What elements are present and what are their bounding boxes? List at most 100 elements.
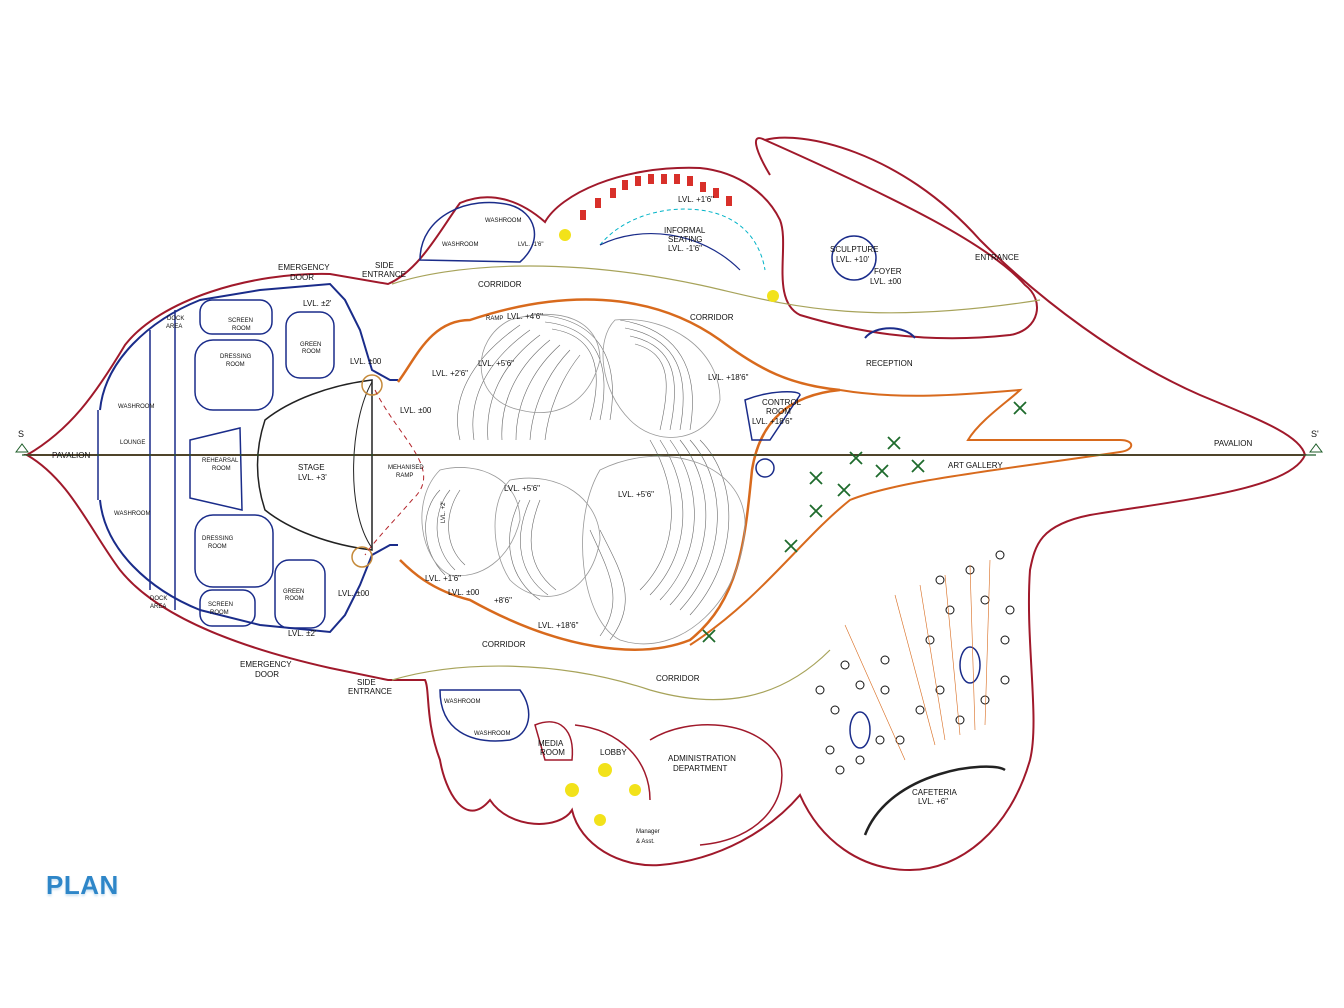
label-side-entrance-bottom: SIDE [357,678,376,687]
rehearsal-room [189,427,243,511]
label-art-gallery: ART GALLERY [948,461,1003,470]
corridor-line-top [391,265,1041,314]
cafeteria-ellipse-1 [849,711,871,749]
outer-envelope-right-top [764,136,1306,456]
label-emergency-door-top-2: DOOR [290,273,314,282]
seating-tiers [425,314,730,641]
auditorium-outer-wall [689,388,1133,646]
label-media-room: MEDIA [538,739,564,748]
label-dressing-room-bottom: DRESSING [202,536,234,542]
reception-desk [864,327,916,339]
label-foyer: FOYER [874,267,902,276]
label-washroom-top-1: WASHROOM [485,218,521,224]
label-green-room-bottom: GREEN [283,589,304,595]
label-washroom-left-bottom: WASHROOM [114,511,150,517]
stage-front-curve [353,381,373,549]
label-lobby: LOBBY [600,748,627,757]
label-admin-2: DEPARTMENT [673,764,727,773]
label-dressing-room-top-2: ROOM [226,362,245,368]
label-lvl-5-6-right: LVL. +5'6" [618,490,654,499]
label-manager: Manager [636,829,660,835]
label-side-entrance-bottom-2: ENTRANCE [348,687,392,696]
label-dock-area-bottom-2: AREA [150,604,166,610]
label-dock-area-top: DOCK [167,316,184,322]
label-reception: RECEPTION [866,359,913,368]
label-stage-lvl: LVL. +3' [298,473,327,482]
label-lvl-00-bottom: LVL. ±00 [338,589,370,598]
section-mark-left [15,443,29,453]
control-room [744,390,801,441]
label-entrance: ENTRANCE [975,253,1019,262]
admin-boundary [649,724,783,846]
label-washroom-left-top: WASHROOM [118,404,154,410]
label-ramp: RAMP [486,316,503,322]
plan-title: PLAN [46,870,119,900]
label-corridor-bottom-right: CORRIDOR [656,674,700,683]
label-screen-room-top: SCREEN [228,318,253,324]
label-lvl-00-low: LVL. ±00 [448,588,480,597]
informal-seating-arc [599,232,741,271]
stage-column-top [361,374,383,396]
outer-envelope-right-bottom [23,454,1307,872]
label-lvl-5-6-upper: LVL. +5'6" [478,359,514,368]
label-lvl-plus2-bottom: LVL. ±2' [288,629,317,638]
label-informal-lvl: LVL. -1'6" [668,244,702,253]
label-rehearsal-room-2: ROOM [212,466,231,472]
green-room-top [285,311,335,379]
label-control-room-lvl: LVL. +18'6" [752,417,793,426]
corridor-line-bottom [391,649,831,701]
label-washroom-bottom-1: WASHROOM [444,699,480,705]
label-screen-room-bottom-2: ROOM [210,610,229,616]
label-lvl-1-6-top: LVL. +1'6" [678,195,714,204]
label-emergency-door-bottom: EMERGENCY [240,660,292,669]
yellow-accents-bottom [565,763,641,826]
outer-envelope-left [26,137,1038,456]
cafeteria-radial-lines [844,559,991,761]
green-room-bottom [274,559,326,629]
label-side-entrance-top-2: ENTRANCE [362,270,406,279]
label-stage: STAGE [298,463,325,472]
lobby-boundary [574,724,651,801]
backstage-wall [99,282,398,634]
label-sculpture: SCULPTURE [830,245,878,254]
label-screen-room-top-2: ROOM [232,326,251,332]
label-emergency-door-top: EMERGENCY [278,263,330,272]
cafeteria-counter [863,765,1006,836]
label-corridor-top-right: CORRIDOR [690,313,734,322]
section-label-right: S' [1311,429,1319,439]
backstage-inner [97,310,176,610]
label-green-room-bottom-2: ROOM [285,596,304,602]
label-lvl-plus2-top: LVL. ±2' [303,299,332,308]
label-washroom-top-2: WASHROOM [442,242,478,248]
seating-blocks [421,313,746,645]
label-rehearsal-room: REHEARSAL [202,458,239,464]
label-green-room-top-2: ROOM [302,349,321,355]
section-mark-right [1309,443,1323,453]
section-label-left: S [18,429,24,439]
dressing-room-top [194,339,274,411]
label-pavalion-right: PAVALION [1214,439,1252,448]
dressing-room-bottom [194,514,274,588]
label-lvl-1-6-small: LVL. -1'6" [518,242,544,248]
label-dock-area-top-2: AREA [166,324,182,330]
washroom-top-block [419,201,536,263]
label-lvl-1-6-low: LVL. +1'6" [425,574,461,583]
yellow-accents-top [559,229,779,302]
label-dressing-room-top: DRESSING [220,354,252,360]
label-cafeteria: CAFETERIA [912,788,958,797]
washroom-bottom-block [439,689,530,742]
stage-column-bottom [351,546,373,568]
label-lvl-4-6-top: LVL. +4'6" [507,312,543,321]
label-lvl-18-6-bottom: LVL. +18'6" [538,621,579,630]
label-sculpture-lvl: LVL. +10' [836,255,870,264]
label-screen-room-bottom: SCREEN [208,602,233,608]
stage-outline [256,379,373,551]
label-dressing-room-bottom-2: ROOM [208,544,227,550]
label-media-room-2: ROOM [540,748,565,757]
art-gallery-crosses [702,401,1027,643]
mechanised-ramp-line [364,389,425,556]
label-lvl-00-mid: LVL. ±00 [400,406,432,415]
label-green-room-top: GREEN [300,342,321,348]
label-pavalion-left: PAVALION [52,451,90,460]
